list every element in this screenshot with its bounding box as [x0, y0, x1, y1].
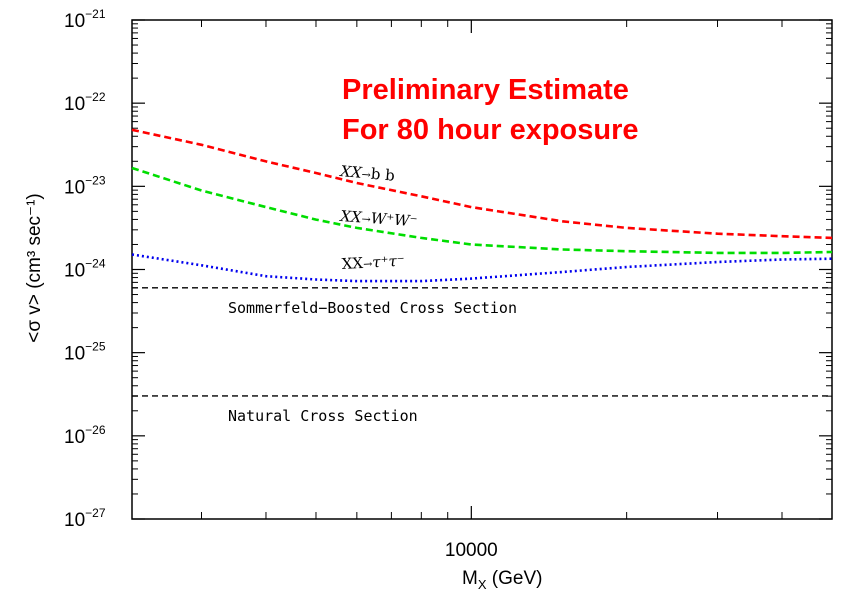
- annotation-line-1: Preliminary Estimate: [342, 74, 629, 106]
- x-axis-label: MX (GeV): [462, 568, 542, 592]
- label-ww: XX→W⁺W⁻: [339, 207, 418, 230]
- y-tick-label: 10−22: [64, 90, 106, 115]
- series-line-2: [131, 253, 833, 283]
- y-tick-label: 10−26: [64, 423, 106, 448]
- series-line-0: [131, 128, 833, 240]
- x-tick-label: 10000: [445, 540, 498, 561]
- y-axis-ticks: 10−27 10−26 10−25 10−24 10−23 10−22 10−21: [64, 7, 832, 531]
- annotation-line-2: For 80 hour exposure: [342, 114, 639, 146]
- label-bb: XX→b b: [339, 162, 396, 185]
- label-natural: Natural Cross Section: [228, 407, 418, 425]
- reference-lines: [132, 287, 832, 397]
- y-tick-label: 10−27: [64, 506, 106, 531]
- label-sommerfeld: Sommerfeld−Boosted Cross Section: [228, 299, 517, 317]
- x-axis-ticks: 10000: [201, 20, 783, 561]
- label-tautau: XX→τ⁺τ⁻: [341, 252, 405, 273]
- y-tick-label: 10−24: [64, 257, 106, 282]
- series-line-1: [131, 166, 833, 255]
- y-axis-label: <σ v> (cm³ sec⁻¹): [24, 193, 45, 343]
- y-tick-label: 10−23: [64, 173, 106, 198]
- series-lines: [131, 128, 833, 283]
- y-tick-label: 10−21: [64, 7, 106, 32]
- y-tick-label: 10−25: [64, 340, 106, 365]
